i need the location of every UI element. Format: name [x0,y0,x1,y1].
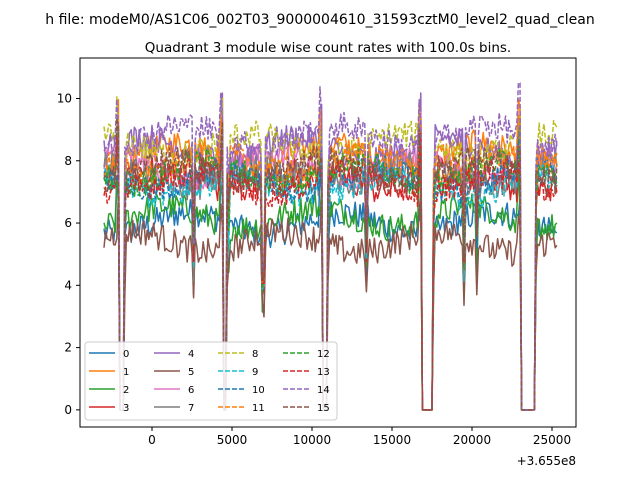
legend-label-7: 7 [188,403,194,414]
series-line-10 [103,128,558,411]
legend-label-1: 1 [123,367,129,378]
legend-label-5: 5 [188,367,194,378]
chart-title: Quadrant 3 module wise count rates with … [145,40,511,56]
series-line-2 [103,161,558,411]
x-axis: 0 5000 10000 15000 20000 25000 [148,427,571,447]
legend-label-6: 6 [188,385,194,396]
legend-label-11: 11 [252,403,265,414]
legend-label-4: 4 [188,349,194,360]
y-tick-label: 2 [64,341,72,355]
legend-label-9: 9 [252,367,258,378]
y-tick-label: 0 [64,403,72,417]
y-tick-label: 8 [64,154,72,168]
x-tick-label: 5000 [217,433,248,447]
legend-label-2: 2 [123,385,129,396]
y-axis: 0 2 4 6 8 10 [57,91,80,417]
legend-label-12: 12 [317,349,330,360]
y-tick-label: 10 [57,91,72,105]
x-offset-label: +3.655e8 [517,454,576,468]
series-line-9 [103,130,558,411]
legend-label-3: 3 [123,403,129,414]
series-line-14 [103,82,558,411]
y-tick-label: 4 [64,278,72,292]
legend-label-8: 8 [252,349,258,360]
series-line-15 [103,117,558,411]
series-line-5 [103,191,558,411]
legend-label-13: 13 [317,367,330,378]
series-line-1 [103,98,558,411]
series-line-11 [103,108,558,411]
series-line-13 [103,132,558,411]
legend-label-10: 10 [252,385,265,396]
x-tick-label: 25000 [533,433,571,447]
chart-suptitle: h file: modeM0/AS1C06_002T03_9000004610_… [45,12,594,28]
x-tick-label: 0 [148,433,156,447]
y-tick-label: 6 [64,216,72,230]
series-lines [103,82,558,411]
plot-frame [79,57,577,428]
series-line-4 [103,92,558,411]
legend-box [84,341,338,421]
x-tick-label: 10000 [293,433,331,447]
x-tick-label: 15000 [373,433,411,447]
legend-label-15: 15 [317,403,330,414]
legend-label-0: 0 [123,349,129,360]
legend-label-14: 14 [317,385,330,396]
x-tick-label: 20000 [453,433,491,447]
